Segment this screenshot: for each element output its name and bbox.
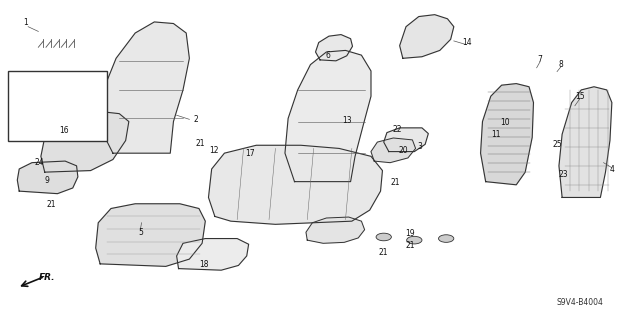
Text: 7: 7 — [538, 56, 542, 64]
Text: 21: 21 — [195, 138, 205, 148]
Text: 8: 8 — [559, 60, 563, 69]
Text: 18: 18 — [199, 260, 209, 269]
Text: 14: 14 — [461, 38, 472, 47]
Polygon shape — [384, 128, 428, 152]
Text: 23: 23 — [559, 170, 568, 179]
Polygon shape — [306, 217, 365, 243]
Text: 10: 10 — [500, 118, 509, 127]
Text: 25: 25 — [552, 140, 562, 149]
Text: S9V4-B4004: S9V4-B4004 — [557, 298, 604, 307]
Text: 13: 13 — [342, 116, 351, 125]
Polygon shape — [17, 161, 78, 194]
Text: 21: 21 — [46, 200, 56, 209]
Text: 3: 3 — [417, 142, 422, 151]
Polygon shape — [285, 50, 371, 182]
Polygon shape — [399, 15, 454, 58]
Polygon shape — [96, 204, 205, 266]
Text: 2: 2 — [193, 115, 198, 124]
Text: 15: 15 — [575, 92, 585, 101]
Text: 16: 16 — [59, 126, 68, 135]
Text: FR.: FR. — [38, 273, 55, 282]
Text: 22: 22 — [393, 125, 403, 134]
Polygon shape — [481, 84, 534, 185]
Polygon shape — [177, 239, 248, 270]
Text: 17: 17 — [245, 149, 255, 158]
Text: 5: 5 — [138, 228, 143, 237]
Polygon shape — [209, 145, 383, 224]
Polygon shape — [559, 87, 612, 197]
Text: 1: 1 — [23, 19, 28, 27]
Text: 12: 12 — [209, 146, 218, 155]
Text: 21: 21 — [379, 248, 388, 257]
Text: 6: 6 — [325, 51, 330, 60]
Polygon shape — [41, 110, 129, 172]
Text: 11: 11 — [491, 130, 500, 139]
Text: 20: 20 — [398, 146, 408, 155]
FancyBboxPatch shape — [8, 71, 106, 141]
Polygon shape — [316, 34, 353, 61]
Text: 19: 19 — [406, 229, 415, 238]
Polygon shape — [371, 138, 415, 163]
Text: 9: 9 — [45, 175, 50, 185]
Text: 21: 21 — [390, 178, 400, 187]
Text: 24: 24 — [35, 158, 44, 167]
Polygon shape — [100, 22, 189, 153]
Circle shape — [376, 233, 392, 241]
Text: 21: 21 — [406, 241, 415, 250]
Text: 4: 4 — [609, 165, 614, 174]
Circle shape — [406, 236, 422, 244]
Circle shape — [438, 235, 454, 242]
